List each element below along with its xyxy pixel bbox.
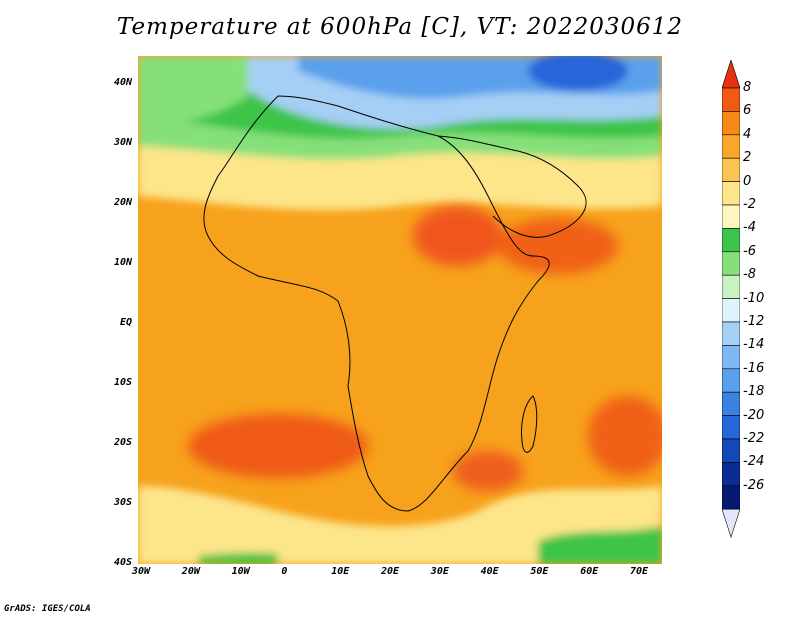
lat-tick-label: 20N [113, 197, 132, 208]
colorbar-label: 4 [743, 126, 752, 142]
southern-ocean-green-patch-west [198, 552, 278, 564]
colorbar-bottom-arrow [722, 508, 740, 539]
lat-tick-label: 20S [113, 437, 132, 448]
lon-tick-label: 70E [630, 566, 649, 577]
south-yellow-band [138, 486, 662, 564]
colorbar-label: 2 [743, 150, 752, 166]
lon-tick-label: 20E [381, 566, 400, 577]
colorbar-segment [722, 438, 740, 463]
colorbar-label: -24 [743, 454, 765, 470]
lat-tick-label: 30S [113, 497, 132, 508]
lat-tick-label: EQ [119, 317, 132, 328]
colorbar-label: -26 [743, 477, 765, 493]
colorbar-segment [722, 485, 740, 510]
colorbar-segment [722, 157, 740, 182]
colorbar-label: -2 [743, 197, 756, 212]
lat-tick-label: 10N [113, 257, 132, 268]
lat-tick-label: 40N [113, 77, 132, 88]
lon-tick-label: 20W [181, 566, 200, 577]
lon-tick-label: 30W [132, 566, 151, 577]
lon-tick-label: 10W [231, 566, 250, 577]
colorbar-label: -16 [743, 360, 765, 376]
south-atlantic-warm-patch [188, 414, 368, 478]
colorbar-label: -20 [743, 407, 765, 423]
sudan-warm-patch [413, 206, 503, 266]
colorbar-label: -4 [743, 220, 756, 236]
colorbar-segment [722, 368, 740, 393]
lon-tick-label: 10E [331, 566, 350, 577]
indian-ocean-warm-patch [588, 396, 662, 476]
temperature-map [138, 56, 662, 564]
lon-tick-label: 40E [480, 566, 499, 577]
west-light-green-patch [138, 56, 248, 126]
colorbar-segment [722, 298, 740, 323]
lon-tick-label: 30E [430, 566, 449, 577]
colorbar-segment [722, 345, 740, 370]
chart-title: Temperature at 600hPa [C], VT: 202203061… [116, 14, 684, 40]
colorbar-segment [722, 415, 740, 440]
colorbar-label: -12 [743, 314, 765, 329]
colorbar-segment [722, 274, 740, 299]
colorbar-label: 6 [743, 103, 752, 119]
southern-ocean-green-patch [538, 526, 662, 564]
colorbar-segment [722, 251, 740, 276]
colorbar-segment [722, 462, 740, 487]
colorbar-segment [722, 391, 740, 416]
credit-text: GrADS: IGES/COLA [4, 604, 91, 614]
colorbar-segment [722, 204, 740, 229]
lon-tick-label: 50E [530, 566, 549, 577]
colorbar-segment [722, 181, 740, 206]
colorbar-segment [722, 134, 740, 159]
colorbar-label: -18 [743, 384, 765, 400]
colorbar-label: -22 [743, 431, 765, 446]
colorbar-label: 8 [743, 80, 752, 95]
colorbar-segment [722, 228, 740, 253]
colorbar-top-arrow [722, 60, 740, 89]
lon-tick-label: 60E [580, 566, 599, 577]
mozambique-warm-patch [453, 451, 523, 491]
coastlines [203, 95, 587, 512]
colorbar-segment [722, 87, 740, 112]
lat-tick-label: 30N [113, 137, 132, 148]
arabian-sea-warm-patch [498, 218, 618, 274]
colorbar-label: -8 [743, 267, 756, 283]
colorbar-segment [722, 321, 740, 346]
north-cold-core [528, 56, 628, 91]
colorbar-label: -6 [743, 243, 756, 259]
colorbar [722, 60, 740, 539]
colorbar-label: -10 [743, 290, 765, 306]
lat-tick-label: 10S [113, 377, 132, 388]
lat-tick-label: 40S [113, 557, 132, 568]
colorbar-label: 0 [743, 173, 752, 189]
colorbar-label: -14 [743, 337, 765, 353]
lon-tick-label: 0 [281, 566, 288, 577]
colorbar-segment [722, 111, 740, 136]
